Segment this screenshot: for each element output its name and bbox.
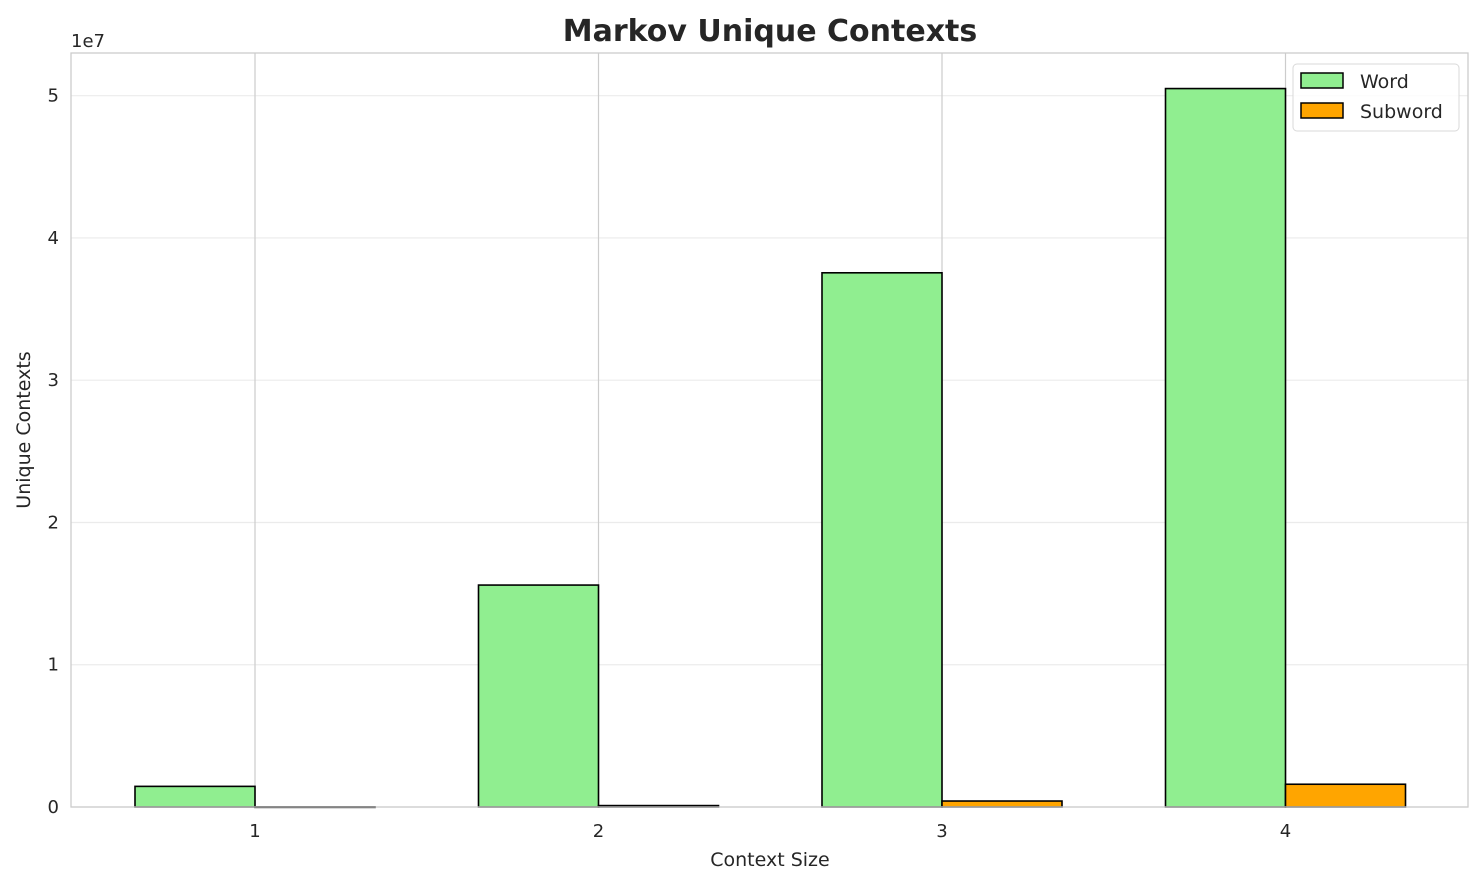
legend-swatch-word [1300, 72, 1344, 89]
y-offset-label: 1e7 [71, 31, 105, 52]
legend: Word Subword [1292, 63, 1460, 132]
plot-frame [70, 52, 1469, 808]
x-tick-label: 2 [593, 821, 604, 842]
bar-subword-3 [941, 800, 1063, 808]
legend-label-subword: Subword [1360, 101, 1443, 123]
bar-word-4 [1164, 87, 1287, 808]
bar-subword-4 [1284, 783, 1407, 808]
x-tick-label: 3 [936, 821, 947, 842]
x-tick-label: 1 [249, 821, 260, 842]
y-tick-label: 2 [48, 512, 59, 533]
bar-word-2 [477, 584, 600, 808]
y-tick-label: 3 [48, 370, 59, 391]
y-tick-label: 4 [48, 228, 59, 249]
legend-swatch-subword [1300, 102, 1344, 119]
y-tick-label: 5 [48, 86, 59, 107]
chart-title: Markov Unique Contexts [563, 14, 978, 49]
legend-label-word: Word [1360, 71, 1409, 93]
y-tick-label: 0 [48, 797, 59, 818]
bar-word-3 [821, 271, 943, 808]
y-tick-label: 1 [48, 655, 59, 676]
bar-word-1 [134, 785, 256, 808]
y-axis-label: Unique Contexts [13, 351, 35, 508]
x-axis-label: Context Size [710, 849, 829, 871]
x-tick-label: 4 [1280, 821, 1291, 842]
